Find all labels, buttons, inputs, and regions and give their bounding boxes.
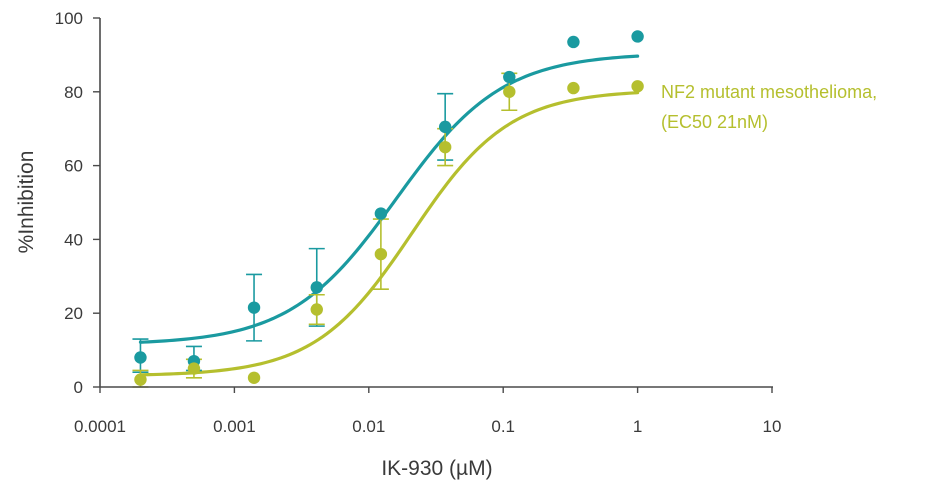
- data-point-series-0: [247, 301, 261, 314]
- y-tick-label: 0: [74, 378, 83, 397]
- y-tick-label: 80: [64, 83, 83, 102]
- axes: [99, 18, 773, 388]
- data-point-series-1: [567, 81, 580, 95]
- x-tick-label: 0.01: [352, 417, 385, 436]
- x-axis-title: IK-930 (µM): [381, 457, 492, 480]
- data-point-series-1: [310, 303, 323, 316]
- y-tick-label: 60: [64, 157, 83, 176]
- y-ticks: 0 20 40 60 80 100: [55, 9, 100, 397]
- data-point-series-0: [631, 30, 644, 43]
- data-points: [134, 30, 644, 386]
- x-ticks: 0.0001 0.001 0.01 0.1 1 10: [74, 387, 781, 436]
- data-point-series-1: [438, 140, 452, 154]
- fit-curve-series-1: [138, 91, 640, 377]
- data-point-series-0: [438, 120, 452, 134]
- x-tick-label: 0.0001: [74, 417, 126, 436]
- x-tick-label: 0.1: [491, 417, 515, 436]
- data-point-series-1: [374, 247, 388, 261]
- data-point-series-1: [247, 371, 261, 384]
- y-axis-title: %Inhibition: [15, 151, 38, 254]
- x-tick-label: 10: [763, 417, 782, 436]
- x-tick-label: 1: [633, 417, 642, 436]
- fit-curve-series-0: [138, 54, 640, 344]
- y-tick-label: 40: [64, 230, 83, 249]
- series-annotation-line-1: NF2 mutant mesothelioma,: [661, 82, 877, 102]
- data-point-series-0: [374, 207, 388, 220]
- fit-curves: [138, 54, 640, 377]
- data-point-series-0: [134, 351, 147, 364]
- series-annotation-line-2: (EC50 21nM): [661, 112, 768, 132]
- data-point-series-1: [503, 85, 516, 99]
- data-point-series-1: [134, 373, 147, 386]
- data-point-series-0: [503, 70, 516, 84]
- data-point-series-1: [187, 362, 201, 375]
- y-tick-label: 20: [64, 304, 83, 323]
- x-tick-label: 0.001: [213, 417, 256, 436]
- data-point-series-0: [567, 35, 580, 49]
- y-tick-label: 100: [55, 9, 83, 28]
- data-point-series-0: [310, 281, 323, 294]
- data-point-series-1: [631, 80, 644, 93]
